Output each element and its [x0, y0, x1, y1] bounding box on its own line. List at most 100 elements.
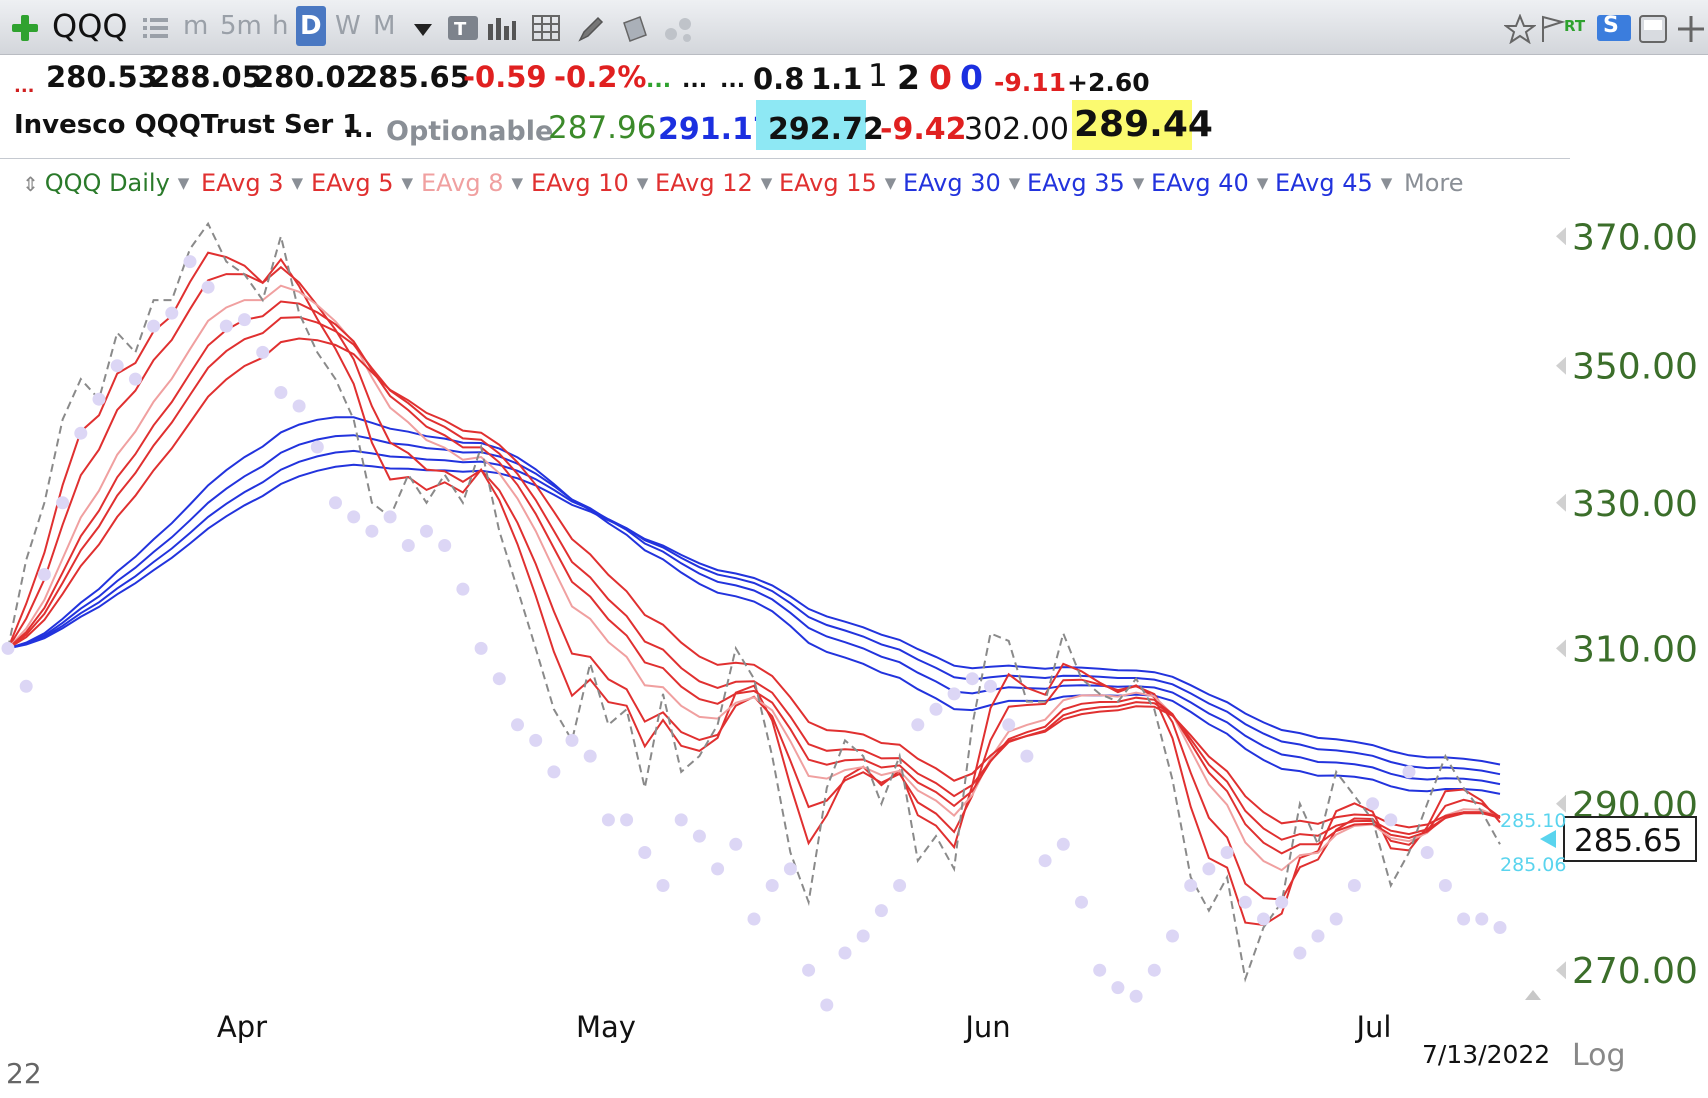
legend-item-eavg-15[interactable]: EAvg 15 ▼	[779, 169, 896, 197]
dot-marker	[729, 837, 743, 851]
pencil-icon[interactable]	[576, 14, 606, 44]
chevron-down-icon[interactable]: ▼	[511, 174, 524, 192]
dot-marker	[456, 582, 470, 596]
chevron-down-icon[interactable]: ▼	[401, 174, 414, 192]
chevron-down-icon[interactable]: ▼	[1380, 174, 1393, 192]
dot-marker	[201, 280, 215, 294]
legend-main-label: QQQ Daily	[44, 169, 170, 197]
chevron-down-icon[interactable]: ▼	[884, 174, 897, 192]
legend-item-label: EAvg 5	[311, 169, 394, 197]
interval-daily[interactable]: D	[296, 6, 326, 46]
dot-marker	[383, 510, 397, 524]
positive-value: +2.60	[1067, 68, 1150, 97]
dot-marker	[1329, 912, 1343, 926]
window-icon[interactable]	[1638, 14, 1668, 44]
bar-chart-icon[interactable]	[487, 16, 517, 42]
average-line-eavg-45	[7, 463, 1501, 766]
dot-marker	[1184, 879, 1198, 892]
dropdown-arrow-icon[interactable]	[414, 24, 432, 36]
y-tick-label: 270.00	[1572, 951, 1698, 992]
dot-marker	[329, 496, 342, 510]
dot-marker	[1129, 989, 1143, 1003]
value-1-1: 1.1	[811, 62, 863, 96]
chart-labels: 7/13/2022 Log 22 285.65 285.10 285.06	[6, 810, 1697, 1090]
symbol-label[interactable]: QQQ	[52, 7, 128, 45]
dot-marker	[1384, 813, 1398, 827]
crosshair-icon[interactable]	[1676, 14, 1706, 44]
interval-monthly[interactable]: M	[373, 11, 396, 41]
notes-icon[interactable]	[620, 15, 650, 43]
realtime-label[interactable]: RT	[1564, 17, 1586, 35]
star-icon[interactable]	[1504, 14, 1536, 44]
dot-marker	[74, 426, 88, 440]
chevron-down-icon[interactable]: ▼	[1256, 174, 1269, 192]
dot-marker	[711, 862, 725, 876]
marker-lower-label: 285.06	[1500, 854, 1566, 876]
average-line-eavg-8	[7, 284, 1501, 872]
y-tick-label: 330.00	[1572, 484, 1698, 525]
legend-item-eavg-12[interactable]: EAvg 12 ▼	[655, 169, 772, 197]
resize-arrows-icon[interactable]: ⇕	[22, 172, 39, 196]
legend-main[interactable]: ⇕ QQQ Daily ▼	[22, 169, 189, 197]
chevron-down-icon[interactable]: ▼	[1132, 174, 1145, 192]
dot-marker	[1038, 854, 1052, 868]
left-cut-label: 22	[6, 1057, 42, 1090]
dot-marker	[1238, 895, 1252, 909]
legend-item-eavg-35[interactable]: EAvg 35 ▼	[1027, 169, 1144, 197]
chevron-down-icon[interactable]: ▼	[1008, 174, 1021, 192]
dot-marker	[1402, 765, 1416, 779]
x-tick-label: Jul	[1355, 1010, 1392, 1044]
dots-icon[interactable]	[663, 14, 697, 44]
legend-more[interactable]: More	[1404, 169, 1464, 197]
grid-calc-icon[interactable]	[532, 15, 562, 43]
dot-marker	[110, 359, 124, 373]
dot-marker	[92, 392, 106, 406]
dot-marker	[492, 672, 506, 686]
dot-marker	[292, 399, 306, 413]
count-0-red: 0	[929, 58, 952, 97]
average-line-eavg-40	[7, 449, 1501, 776]
chevron-down-icon[interactable]: ▼	[636, 174, 649, 192]
count-0-blue: 0	[960, 58, 983, 97]
dot-marker	[183, 255, 197, 269]
dot-marker	[147, 319, 161, 333]
chevron-down-icon[interactable]: ▼	[291, 174, 304, 192]
dot-marker	[765, 879, 779, 892]
legend-item-eavg-5[interactable]: EAvg 5 ▼	[311, 169, 413, 197]
legend-item-eavg-10[interactable]: EAvg 10 ▼	[531, 169, 648, 197]
s-menu-icon[interactable]: S	[1597, 13, 1631, 41]
log-scale-label: Log	[1572, 1038, 1626, 1073]
chevron-down-icon[interactable]: ▼	[760, 174, 773, 192]
interval-weekly[interactable]: W	[335, 11, 361, 41]
legend-item-eavg-8[interactable]: EAvg 8 ▼	[421, 169, 523, 197]
chevron-down-icon[interactable]: ▼	[177, 174, 190, 192]
dot-marker	[219, 319, 233, 333]
dot-marker	[1475, 912, 1489, 926]
legend-item-eavg-40[interactable]: EAvg 40 ▼	[1151, 169, 1268, 197]
dot-marker	[1, 641, 15, 655]
interval-5-minute[interactable]: 5m	[220, 11, 262, 41]
interval-minute[interactable]: m	[183, 11, 209, 41]
dot-marker	[511, 718, 524, 732]
list-icon[interactable]	[143, 16, 169, 40]
legend-item-eavg-3[interactable]: EAvg 3 ▼	[201, 169, 303, 197]
dot-marker	[547, 765, 561, 779]
text-tool-icon[interactable]: T	[448, 16, 478, 40]
y-tick-marker	[1556, 961, 1566, 980]
quote-value-6-highlight	[1072, 100, 1192, 150]
legend-item-label: EAvg 40	[1151, 169, 1249, 197]
legend-item-eavg-30[interactable]: EAvg 30 ▼	[903, 169, 1020, 197]
dot-marker	[420, 524, 433, 538]
close-price	[7, 221, 1501, 983]
dot-marker	[911, 718, 925, 732]
dot-marker	[601, 813, 615, 827]
legend-item-label: EAvg 30	[903, 169, 1001, 197]
dot-markers	[1, 255, 1507, 1012]
flag-icon[interactable]	[1540, 14, 1566, 44]
legend-item-eavg-45[interactable]: EAvg 45 ▼	[1275, 169, 1392, 197]
dot-marker	[820, 998, 834, 1012]
interval-hour[interactable]: h	[272, 11, 289, 41]
dot-marker	[1366, 797, 1380, 811]
add-symbol-icon[interactable]	[10, 13, 40, 43]
